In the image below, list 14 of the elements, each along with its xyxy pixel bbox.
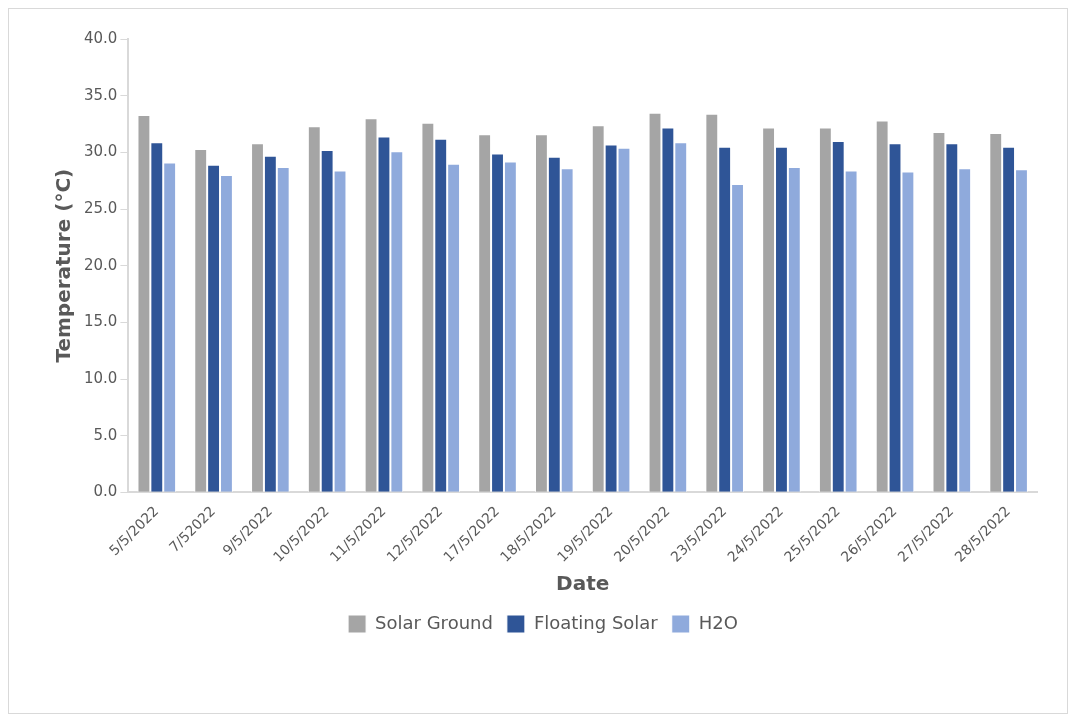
y-tick-label: 10.0	[83, 368, 118, 387]
y-axis-title: Temperature (°C)	[51, 168, 76, 363]
y-tick-label: 5.0	[93, 425, 118, 444]
legend-label: H2O	[698, 611, 738, 633]
y-tick-label: 0.0	[93, 482, 118, 501]
y-tick-label: 20.0	[83, 255, 118, 274]
legend-label: Solar Ground	[375, 611, 493, 633]
x-axis-title: Date	[556, 571, 610, 596]
y-tick-label: 35.0	[83, 85, 118, 104]
y-tick-label: 40.0	[83, 28, 118, 47]
legend-label: Floating Solar	[533, 611, 659, 633]
y-tick-label: 15.0	[83, 312, 118, 331]
y-tick-label: 30.0	[83, 142, 118, 161]
y-tick-label: 25.0	[83, 198, 118, 217]
